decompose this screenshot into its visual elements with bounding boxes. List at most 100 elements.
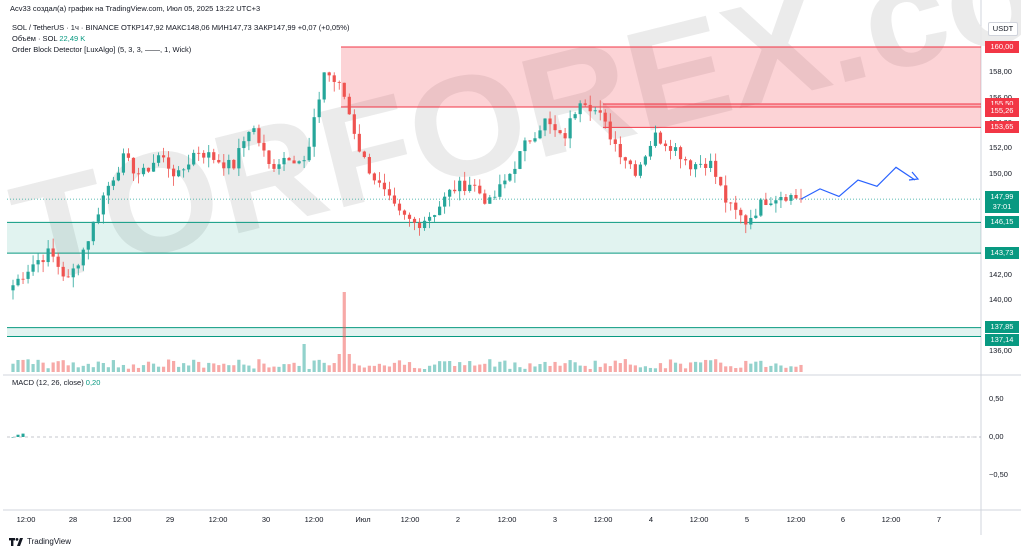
candle-body bbox=[438, 206, 442, 216]
candle-body bbox=[36, 260, 40, 265]
volume-bar bbox=[553, 361, 557, 372]
candle-body bbox=[563, 133, 567, 139]
symbol-info[interactable]: SOL / TetherUS · 1ч · BINANCE bbox=[12, 23, 119, 32]
candle-body bbox=[317, 99, 321, 118]
volume-bar bbox=[764, 366, 768, 372]
candle-body bbox=[182, 169, 186, 171]
time-axis-tick: 12:00 bbox=[304, 515, 324, 524]
candle-body bbox=[222, 162, 226, 169]
candle-body bbox=[603, 112, 607, 122]
volume-bar bbox=[277, 366, 281, 372]
candle-body bbox=[16, 278, 20, 286]
volume-label[interactable]: Объём · SOL bbox=[12, 34, 58, 43]
candle-body bbox=[267, 150, 271, 164]
symbol-line: SOL / TetherUS · 1ч · BINANCE ОТКР147,92… bbox=[12, 22, 349, 33]
volume-bar bbox=[744, 360, 748, 372]
volume-bar bbox=[493, 366, 497, 372]
volume-bar bbox=[126, 368, 131, 372]
volume-bar bbox=[262, 363, 266, 372]
volume-bar bbox=[663, 368, 668, 372]
candle-body bbox=[227, 159, 231, 169]
currency-button[interactable]: USDT bbox=[988, 22, 1018, 36]
volume-bar bbox=[362, 367, 366, 372]
candle-body bbox=[126, 153, 131, 158]
candle-body bbox=[729, 202, 733, 204]
bar-countdown: 37:01 bbox=[992, 202, 1012, 212]
tradingview-logo-icon bbox=[9, 537, 23, 546]
volume-bar bbox=[443, 361, 447, 372]
candle-body bbox=[638, 164, 642, 176]
volume-bar bbox=[116, 367, 121, 372]
volume-bar bbox=[257, 359, 261, 372]
volume-bar bbox=[182, 363, 186, 372]
volume-bar bbox=[463, 365, 467, 372]
volume-line: Объём · SOL 22,49 K bbox=[12, 33, 349, 44]
volume-bar bbox=[292, 362, 296, 372]
volume-bar bbox=[357, 365, 361, 372]
volume-bar bbox=[498, 361, 502, 372]
candle-body bbox=[277, 164, 281, 169]
candle-body bbox=[724, 185, 728, 203]
indicator-label[interactable]: Order Block Detector [LuxAlgo] (5, 3, 3,… bbox=[12, 45, 192, 54]
candle-body bbox=[759, 199, 763, 216]
volume-bar bbox=[427, 365, 432, 372]
candle-body bbox=[116, 172, 121, 181]
candle-body bbox=[166, 157, 171, 169]
candle-body bbox=[653, 132, 658, 146]
candle-body bbox=[543, 118, 547, 131]
volume-bar bbox=[794, 366, 798, 372]
volume-bar bbox=[608, 366, 612, 372]
volume-bar bbox=[272, 366, 276, 372]
volume-bar bbox=[417, 368, 422, 372]
candle-body bbox=[257, 128, 261, 143]
candle-body bbox=[754, 215, 758, 218]
candle-body bbox=[709, 160, 713, 169]
volume-bar bbox=[433, 364, 437, 372]
candle-body bbox=[688, 160, 693, 170]
volume-bar bbox=[714, 359, 718, 372]
volume-bar bbox=[603, 363, 607, 372]
candle-body bbox=[156, 155, 161, 163]
candle-body bbox=[558, 130, 562, 134]
volume-bar bbox=[56, 361, 60, 372]
volume-bar bbox=[41, 362, 45, 372]
volume-bar bbox=[166, 359, 171, 372]
macd-label[interactable]: MACD (12, 26, close) bbox=[12, 378, 84, 387]
volume-bar bbox=[523, 368, 527, 372]
volume-bar bbox=[322, 362, 326, 372]
candle-body bbox=[232, 159, 236, 169]
candle-body bbox=[448, 189, 452, 197]
time-axis-tick: 5 bbox=[744, 515, 750, 524]
candle-body bbox=[548, 118, 552, 125]
candle-body bbox=[473, 184, 477, 186]
candle-body bbox=[593, 110, 597, 112]
volume-bar bbox=[593, 360, 597, 372]
volume-bar bbox=[678, 363, 683, 372]
main-chart[interactable]: TORFOREX.com bbox=[3, 0, 1021, 535]
candle-body bbox=[151, 162, 156, 172]
time-axis-tick: 12:00 bbox=[16, 515, 36, 524]
candle-body bbox=[292, 160, 296, 164]
candle-body bbox=[794, 195, 798, 199]
candle-body bbox=[46, 248, 50, 263]
candle-body bbox=[26, 271, 30, 279]
volume-bar bbox=[598, 366, 602, 372]
indicator-line: Order Block Detector [LuxAlgo] (5, 3, 3,… bbox=[12, 44, 349, 55]
candle-body bbox=[81, 249, 85, 266]
candle-body bbox=[453, 189, 457, 192]
volume-bar bbox=[317, 359, 321, 372]
candle-body bbox=[714, 160, 718, 177]
time-axis-tick: 12:00 bbox=[497, 515, 517, 524]
volume-bar bbox=[779, 365, 783, 372]
candle-body bbox=[538, 130, 542, 139]
candle-body bbox=[297, 161, 301, 164]
volume-bar bbox=[448, 361, 452, 372]
candle-body bbox=[61, 266, 65, 277]
volume-bar bbox=[111, 360, 115, 372]
time-axis-tick: 12:00 bbox=[208, 515, 228, 524]
volume-bar bbox=[332, 363, 336, 372]
volume-bar bbox=[392, 362, 397, 372]
volume-bar bbox=[36, 359, 40, 372]
volume-bar bbox=[66, 365, 70, 372]
candle-body bbox=[96, 214, 100, 222]
